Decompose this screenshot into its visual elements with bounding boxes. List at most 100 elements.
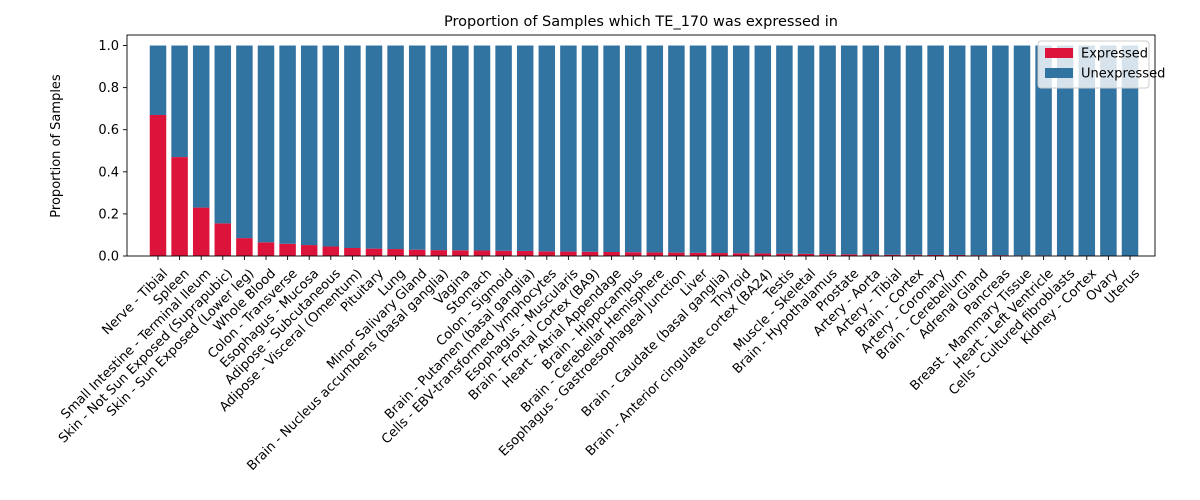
bar-expressed [581,251,599,256]
bar-expressed [884,254,901,256]
bar-unexpressed [1121,45,1139,256]
bar-unexpressed [884,45,901,255]
bar-expressed [322,246,340,256]
bar-unexpressed [668,45,685,253]
bar-expressed [192,207,210,256]
bar-unexpressed [1013,45,1031,256]
bar-expressed [711,253,728,256]
bar-unexpressed [236,45,253,239]
y-tick-label: 0.6 [98,123,119,138]
legend-swatch [1045,48,1073,58]
bar-unexpressed [970,45,988,256]
bar-unexpressed [581,45,599,252]
bar-unexpressed [797,45,815,254]
bar-expressed [516,250,534,256]
bar-expressed [560,251,577,256]
bar-unexpressed [560,45,577,252]
bar-expressed [797,253,815,256]
bar-expressed [646,252,664,256]
bar-expressed [279,243,296,256]
bar-expressed [689,252,707,256]
bar-unexpressed [214,45,232,224]
bar-expressed [603,252,620,256]
bar-expressed [819,254,836,256]
bars-group [149,45,1139,256]
y-axis-label: Proportion of Samples [49,74,64,218]
bar-expressed [408,249,426,256]
bar-expressed [171,157,188,256]
y-tick-label: 1.0 [98,39,119,54]
bar-expressed [754,253,772,256]
bar-unexpressed [516,45,534,251]
bar-unexpressed [754,45,772,254]
bar-unexpressed [819,45,836,255]
bar-expressed [840,254,858,256]
bar-expressed [862,254,880,256]
legend-swatch [1045,68,1073,78]
bar-expressed [344,248,361,256]
bar-unexpressed [1100,45,1117,256]
bar-unexpressed [1078,45,1096,256]
bar-unexpressed [279,45,296,244]
bar-unexpressed [732,45,750,254]
bar-unexpressed [430,45,448,251]
bar-unexpressed [300,45,318,246]
bar-unexpressed [495,45,512,251]
bar-expressed [149,114,167,256]
bar-unexpressed [776,45,793,254]
y-tick-label: 0.4 [98,165,119,180]
bar-expressed [300,245,318,256]
bar-expressed [473,250,491,256]
bar-expressed [452,250,469,256]
bar-unexpressed [1035,45,1052,256]
bar-expressed [538,251,556,256]
bar-expressed [495,250,512,256]
bar-unexpressed [365,45,383,249]
y-axis: 0.0 0.2 0.4 0.6 0.8 1.0 [98,39,127,265]
legend-label: Expressed [1081,47,1148,62]
bar-unexpressed [603,45,620,252]
bar-expressed [905,254,923,256]
bar-unexpressed [905,45,923,255]
bar-expressed [236,238,253,256]
bar-unexpressed [171,45,188,158]
chart-title: Proportion of Samples which TE_170 was e… [444,14,838,30]
y-tick-label: 0.2 [98,207,119,222]
bar-unexpressed [473,45,491,251]
bar-expressed [430,250,448,256]
legend: Expressed Unexpressed [1037,40,1165,89]
bar-unexpressed [322,45,340,247]
bar-unexpressed [992,45,1009,256]
bar-unexpressed [344,45,361,248]
bar-unexpressed [192,45,210,208]
bar-expressed [257,242,275,256]
bar-unexpressed [862,45,880,255]
bar-expressed [668,252,685,256]
bar-expressed [624,252,642,256]
y-tick-label: 0.0 [98,250,119,265]
bar-expressed [776,253,793,256]
bar-unexpressed [538,45,556,252]
bar-unexpressed [689,45,707,253]
bar-unexpressed [927,45,944,255]
bar-unexpressed [408,45,426,250]
bar-expressed [214,223,232,256]
bar-unexpressed [452,45,469,251]
bar-unexpressed [948,45,966,255]
bar-unexpressed [387,45,404,250]
bar-expressed [948,254,966,256]
bar-unexpressed [840,45,858,255]
bar-expressed [927,254,944,256]
bar-unexpressed [711,45,728,254]
bar-unexpressed [624,45,642,253]
bar-expressed [365,248,383,256]
bar-unexpressed [646,45,664,253]
bar-expressed [732,253,750,256]
bar-unexpressed [1056,45,1074,256]
bar-expressed [387,249,404,256]
bar-unexpressed [149,45,167,115]
legend-label: Unexpressed [1081,67,1165,82]
y-tick-label: 0.8 [98,81,119,96]
